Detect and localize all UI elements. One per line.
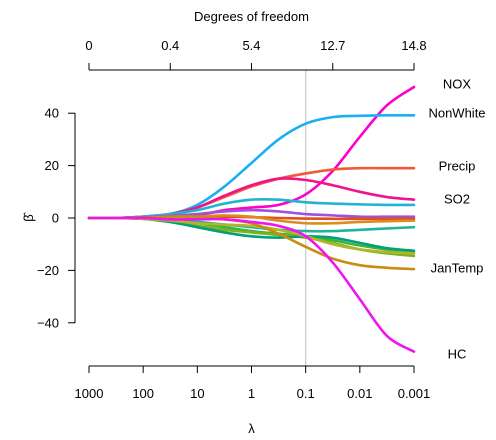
series-label-jantemp: JanTemp [431, 261, 484, 276]
series-label-hc: HC [448, 347, 467, 362]
top-tick-label: 0 [85, 38, 92, 53]
series-label-so2: SO2 [444, 192, 470, 207]
top-tick-label: 14.8 [401, 38, 426, 53]
series-label-nonwhite: NonWhite [428, 106, 485, 121]
x-axis-title: λ [248, 421, 255, 436]
y-tick-label: −20 [37, 263, 59, 278]
y-axis: −40 −20 0 20 40 [37, 106, 76, 330]
x-tick-label: 10 [190, 386, 204, 401]
x-axis-degrees-of-freedom: 0 0.4 5.4 12.7 14.8 [85, 38, 427, 71]
y-tick-label: −40 [37, 315, 59, 330]
series-line-so2 [87, 177, 416, 220]
series-label-precip: Precip [439, 159, 476, 174]
series-lines [87, 85, 416, 353]
y-tick-label: 0 [52, 211, 59, 226]
y-axis-title: β̂ [21, 211, 36, 221]
x-tick-label: 0.001 [398, 386, 431, 401]
series-line-hc [87, 216, 416, 353]
x-tick-label: 1000 [75, 386, 104, 401]
top-axis-title: Degrees of freedom [194, 9, 309, 24]
series-label-nox: NOX [443, 77, 472, 92]
top-tick-label: 5.4 [242, 38, 260, 53]
series-labels: NOX NonWhite Precip SO2 JanTemp HC [428, 77, 485, 362]
y-tick-label: 20 [45, 158, 59, 173]
x-tick-label: 100 [132, 386, 154, 401]
y-tick-label: 40 [45, 106, 59, 121]
top-tick-label: 12.7 [320, 38, 345, 53]
x-tick-label: 1 [248, 386, 255, 401]
x-tick-label: 0.01 [347, 386, 372, 401]
x-tick-label: 0.1 [297, 386, 315, 401]
x-axis-lambda: 1000 100 10 1 0.1 0.01 0.001 [75, 365, 431, 401]
top-tick-label: 0.4 [161, 38, 179, 53]
